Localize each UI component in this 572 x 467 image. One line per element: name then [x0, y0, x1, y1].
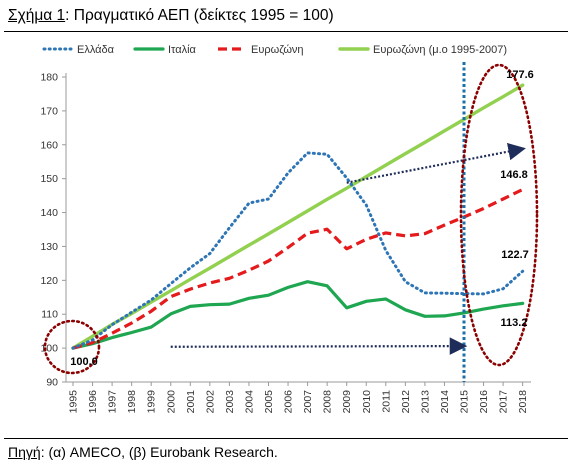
x-tick-label: 2003	[224, 390, 236, 414]
highlight-ellipse-2018	[459, 63, 539, 367]
legend-label-eurozone-trend: Ευρωζώνη (μ.ο 1995-2007)	[373, 44, 507, 56]
x-tick-label: 1998	[126, 390, 138, 414]
x-tick-label: 2013	[419, 390, 431, 414]
x-tick-label: 2005	[263, 390, 275, 414]
y-tick-label: 110	[41, 309, 58, 321]
data-label: 146.8	[500, 169, 528, 181]
y-tick-label: 100	[40, 343, 58, 355]
trend-arrow-1	[346, 142, 526, 184]
trend-arrow-2	[170, 337, 468, 355]
x-tick-label: 2008	[322, 390, 334, 414]
legend-label-greece: Ελλάδα	[77, 44, 115, 56]
series-line-italy	[71, 280, 525, 350]
y-tick-label: 130	[40, 241, 58, 253]
source-note: Πηγή: (α) AMECO, (β) Eurobank Research.	[8, 444, 278, 460]
series-line-eurozone	[72, 188, 524, 350]
legend-label-eurozone: Ευρωζώνη	[251, 44, 304, 56]
x-tick-label: 2011	[380, 390, 392, 413]
top-rule	[4, 31, 568, 32]
highlight-ellipse-1995	[43, 319, 101, 375]
x-tick-label: 1999	[146, 390, 158, 414]
x-tick-label: 1996	[87, 390, 99, 414]
x-tick-label: 2010	[361, 390, 373, 414]
figure-number: Σχήμα 1	[8, 7, 66, 24]
x-tick-label: 2006	[283, 390, 295, 414]
x-tick-label: 2012	[400, 390, 412, 414]
data-label: 100.0	[70, 356, 98, 368]
x-tick-label: 1997	[107, 390, 119, 414]
y-tick-label: 170	[40, 105, 58, 117]
legend-label-italy: Ιταλία	[168, 44, 197, 56]
bottom-rule	[4, 438, 568, 439]
y-tick-label: 160	[40, 139, 58, 151]
x-tick-label: 2002	[204, 390, 216, 414]
y-tick-label: 180	[40, 72, 58, 84]
y-tick-label: 150	[40, 173, 58, 185]
x-tick-label: 2016	[478, 390, 490, 414]
x-tick-label: 2007	[302, 390, 314, 414]
y-tick-label: 140	[40, 207, 58, 219]
x-tick-label: 2014	[439, 390, 451, 414]
series-line-eurozone-trend	[71, 83, 525, 350]
source-label: Πηγή	[8, 444, 41, 460]
x-tick-label: 2009	[341, 390, 353, 414]
x-tick-label: 2000	[165, 390, 177, 414]
series-line-greece	[71, 151, 525, 350]
figure-caption: Πραγματικό ΑΕΠ (δείκτες 1995 = 100)	[73, 7, 334, 24]
figure-title: Σχήμα 1: Πραγματικό ΑΕΠ (δείκτες 1995 = …	[8, 7, 334, 24]
y-tick-label: 90	[46, 377, 58, 389]
data-label: 122.7	[501, 249, 529, 261]
x-tick-label: 2015	[459, 390, 471, 414]
x-tick-label: 1995	[68, 390, 80, 414]
x-tick-label: 2001	[185, 390, 197, 414]
x-tick-label: 2017	[498, 390, 510, 414]
x-tick-label: 2018	[517, 390, 529, 414]
x-tick-label: 2004	[243, 390, 255, 414]
data-label: 177.6	[506, 69, 534, 81]
y-tick-label: 120	[40, 275, 58, 287]
data-label: 113.2	[501, 317, 528, 329]
source-text: (α) AMECO, (β) Eurobank Research.	[48, 444, 278, 460]
